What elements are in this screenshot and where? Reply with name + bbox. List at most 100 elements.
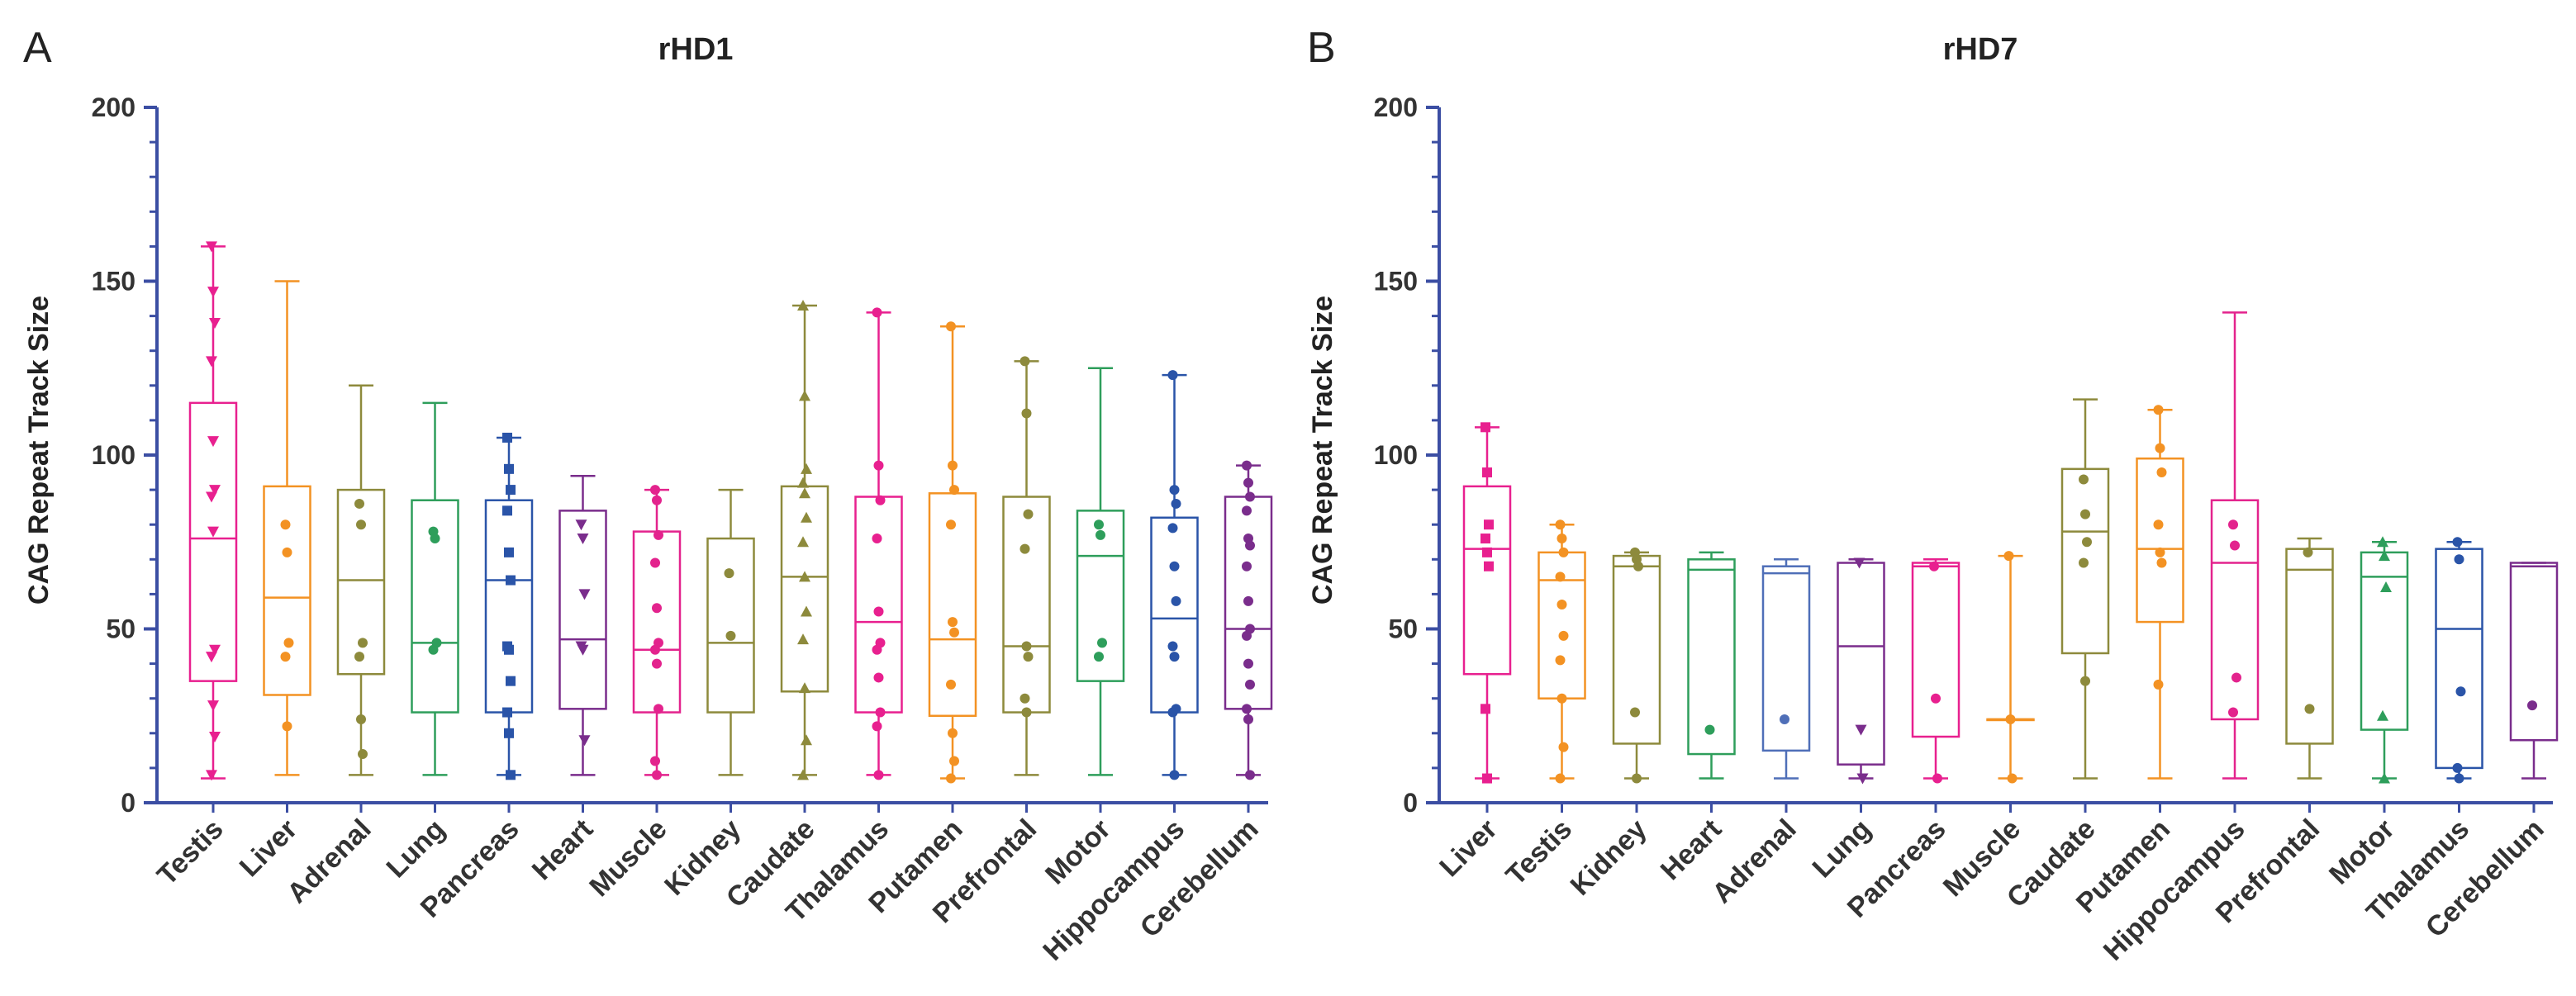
data-point xyxy=(1555,773,1566,784)
data-point xyxy=(206,241,217,253)
data-point xyxy=(1019,693,1030,704)
data-point xyxy=(1780,714,1789,724)
data-point xyxy=(1167,707,1178,718)
iqr-box xyxy=(1076,510,1125,682)
data-point xyxy=(654,529,663,540)
category-label: Lung xyxy=(1807,813,1878,885)
data-point xyxy=(1480,422,1490,433)
data-point xyxy=(1023,509,1034,519)
data-point xyxy=(1480,704,1490,714)
data-point xyxy=(356,714,366,724)
data-point xyxy=(209,318,221,330)
box-adrenal xyxy=(1761,558,1811,780)
data-point xyxy=(1243,714,1253,724)
data-point xyxy=(799,487,810,499)
data-point xyxy=(1171,595,1181,606)
data-point xyxy=(1096,529,1105,540)
data-point xyxy=(801,734,812,746)
y-tick-label: 0 xyxy=(121,788,135,818)
box-caudate xyxy=(2060,398,2110,780)
box-kidney xyxy=(706,488,755,776)
iqr-box xyxy=(706,537,755,714)
data-point xyxy=(797,633,809,645)
iqr-box xyxy=(1687,558,1736,756)
data-point xyxy=(354,652,364,662)
data-point xyxy=(1853,557,1865,569)
box-cerebellum xyxy=(1224,460,1273,780)
data-point xyxy=(209,644,221,656)
data-point xyxy=(283,638,294,648)
y-tick-label: 150 xyxy=(1374,267,1418,296)
data-point xyxy=(873,770,884,780)
data-point xyxy=(873,672,884,683)
data-point xyxy=(873,460,884,471)
data-point xyxy=(2379,550,2390,562)
data-point xyxy=(946,773,956,784)
data-point xyxy=(873,606,884,617)
y-axis-label-b: CAG Repeat Track Size xyxy=(1307,296,1338,605)
panel-letter-a: A xyxy=(23,24,52,72)
data-point xyxy=(206,652,217,663)
box-motor xyxy=(2360,536,2409,784)
box-hippocampus xyxy=(1150,370,1199,780)
data-point xyxy=(1484,561,1494,572)
data-point xyxy=(1021,707,1032,718)
data-point xyxy=(1242,460,1252,471)
data-point xyxy=(2454,773,2464,784)
data-point xyxy=(1245,491,1255,502)
category-label: Liver xyxy=(234,813,303,883)
box-heart xyxy=(1687,551,1736,780)
data-point xyxy=(1484,519,1494,530)
category-label: Kidney xyxy=(1565,813,1653,902)
data-point xyxy=(801,462,812,474)
y-tick-label: 200 xyxy=(1374,92,1418,122)
data-point xyxy=(206,770,217,781)
data-point xyxy=(2379,772,2390,784)
box-thalamus xyxy=(854,307,903,780)
data-point xyxy=(358,638,368,648)
data-point xyxy=(2228,707,2238,718)
data-point xyxy=(1242,505,1252,516)
data-point xyxy=(949,485,959,496)
box-caudate xyxy=(780,299,829,780)
data-point xyxy=(872,721,882,732)
data-point xyxy=(504,644,514,655)
y-tick-label: 150 xyxy=(92,267,135,296)
box-pancreas xyxy=(484,432,534,780)
data-point xyxy=(502,707,512,718)
box-adrenal xyxy=(336,384,386,776)
data-point xyxy=(506,770,516,780)
y-tick-label: 200 xyxy=(92,92,135,122)
box-hippocampus xyxy=(2210,311,2260,780)
data-point xyxy=(1558,547,1569,557)
data-point xyxy=(799,390,810,401)
iqr-box xyxy=(1150,516,1199,714)
data-point xyxy=(948,460,958,471)
data-point xyxy=(280,519,291,530)
data-point xyxy=(2303,547,2313,557)
data-point xyxy=(206,356,217,368)
data-point xyxy=(2454,554,2464,565)
box-testis xyxy=(1538,519,1586,784)
data-point xyxy=(1243,595,1253,606)
iqr-box xyxy=(336,488,386,676)
category-label: Liver xyxy=(1433,813,1503,883)
iqr-box xyxy=(188,401,238,682)
chart-title-a: rHD1 xyxy=(658,32,734,67)
data-point xyxy=(2005,714,2016,724)
data-point xyxy=(506,676,516,686)
data-point xyxy=(1094,519,1104,530)
data-point xyxy=(2080,676,2090,686)
data-point xyxy=(797,477,809,488)
data-point xyxy=(1929,561,1939,572)
data-point xyxy=(2452,762,2463,773)
data-point xyxy=(2155,547,2165,557)
data-point xyxy=(801,605,812,617)
box-testis xyxy=(188,241,238,781)
iqr-box xyxy=(1761,565,1811,752)
data-point xyxy=(1558,630,1569,641)
data-point xyxy=(949,756,959,766)
box-prefrontal xyxy=(2285,537,2334,780)
